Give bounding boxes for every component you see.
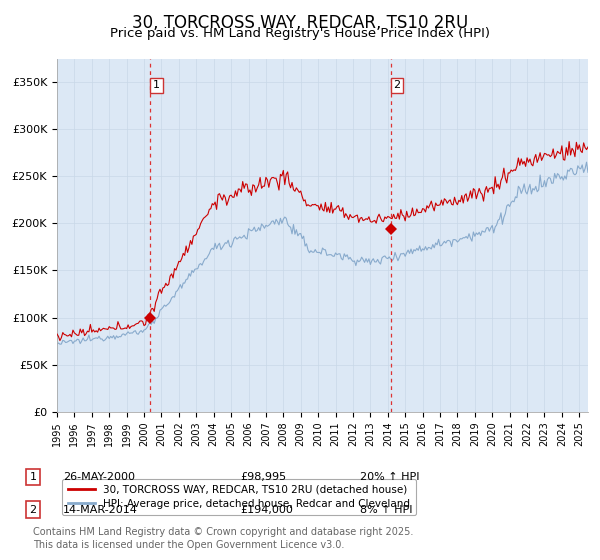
- Text: 2: 2: [394, 81, 400, 90]
- Text: 8% ↑ HPI: 8% ↑ HPI: [360, 505, 413, 515]
- Text: 1: 1: [153, 81, 160, 90]
- Text: 2: 2: [29, 505, 37, 515]
- Text: 20% ↑ HPI: 20% ↑ HPI: [360, 472, 419, 482]
- Legend: 30, TORCROSS WAY, REDCAR, TS10 2RU (detached house), HPI: Average price, detache: 30, TORCROSS WAY, REDCAR, TS10 2RU (deta…: [62, 479, 416, 515]
- Text: £98,995: £98,995: [240, 472, 286, 482]
- Text: 14-MAR-2014: 14-MAR-2014: [63, 505, 138, 515]
- Text: Price paid vs. HM Land Registry's House Price Index (HPI): Price paid vs. HM Land Registry's House …: [110, 27, 490, 40]
- Text: Contains HM Land Registry data © Crown copyright and database right 2025.
This d: Contains HM Land Registry data © Crown c…: [33, 527, 413, 550]
- Text: 26-MAY-2000: 26-MAY-2000: [63, 472, 135, 482]
- Text: 30, TORCROSS WAY, REDCAR, TS10 2RU: 30, TORCROSS WAY, REDCAR, TS10 2RU: [132, 14, 468, 32]
- Text: 1: 1: [29, 472, 37, 482]
- Text: £194,000: £194,000: [240, 505, 293, 515]
